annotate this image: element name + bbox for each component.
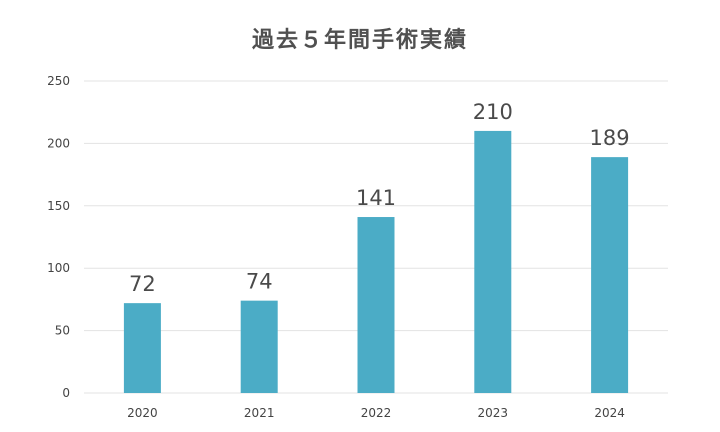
bar-2020 [123, 303, 161, 393]
y-tick-label-150: 150 [47, 199, 70, 213]
bar-2024 [591, 157, 629, 393]
x-tick-label-2021: 2021 [244, 406, 275, 420]
y-tick-label-100: 100 [47, 261, 70, 275]
y-tick-label-250: 250 [47, 74, 70, 88]
x-tick-label-2022: 2022 [361, 406, 392, 420]
x-tick-label-2023: 2023 [478, 406, 509, 420]
y-tick-label-200: 200 [47, 136, 70, 150]
bar-2023 [474, 130, 512, 394]
x-tick-label-2024: 2024 [594, 406, 625, 420]
x-tick-label-2020: 2020 [127, 406, 158, 420]
y-tick-label-0: 0 [62, 386, 70, 400]
data-label-2022: 141 [356, 186, 396, 210]
data-labels: 72 74 141 210 189 [129, 100, 630, 296]
data-label-2023: 210 [473, 100, 513, 124]
x-axis-ticks: 2020 2021 2022 2023 2024 [127, 406, 625, 420]
bar-2022 [357, 217, 395, 393]
data-label-2021: 74 [246, 270, 273, 294]
chart-title: 過去５年間手術実績 [251, 28, 468, 53]
data-label-2024: 189 [590, 126, 630, 150]
y-axis-ticks: 0 50 100 150 200 250 [47, 74, 70, 400]
data-label-2020: 72 [129, 272, 156, 296]
y-tick-label-50: 50 [55, 324, 70, 338]
bar-2021 [240, 300, 278, 393]
bars [123, 130, 629, 394]
